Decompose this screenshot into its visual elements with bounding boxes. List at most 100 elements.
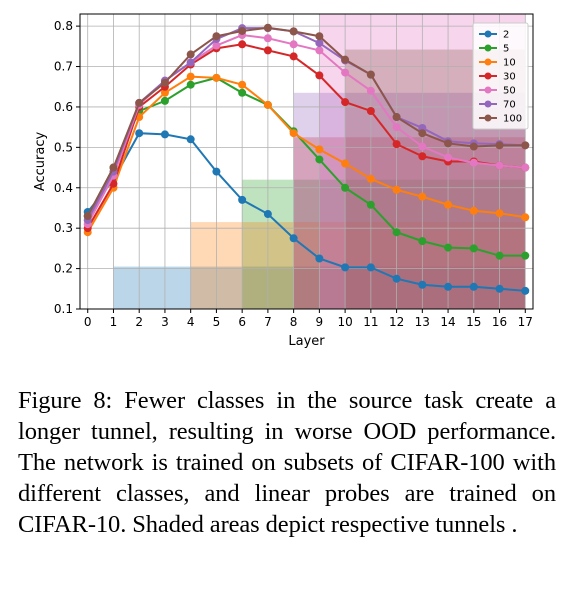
series-10 bbox=[83, 72, 530, 237]
legend: 2 5 10 30 50 70 100 bbox=[472, 22, 529, 130]
data-point-70 bbox=[315, 39, 324, 48]
data-point-10 bbox=[418, 192, 427, 201]
data-point-5 bbox=[418, 237, 427, 246]
y-axis-label: Accuracy bbox=[33, 132, 48, 192]
legend-label-70: 70 bbox=[503, 100, 516, 111]
data-point-30 bbox=[109, 179, 118, 188]
data-point-10 bbox=[341, 159, 350, 168]
series-line-2 bbox=[86, 132, 526, 292]
y-tick-label: 0.3 bbox=[54, 221, 73, 235]
x-tick-label: 5 bbox=[213, 315, 221, 329]
data-point-50 bbox=[366, 86, 375, 95]
plot-area bbox=[80, 14, 533, 310]
legend-label-2: 2 bbox=[503, 30, 509, 41]
data-point-2 bbox=[238, 195, 247, 204]
x-tick-label: 15 bbox=[466, 315, 481, 329]
data-point-70 bbox=[186, 58, 195, 67]
data-point-10 bbox=[289, 129, 298, 138]
data-point-100 bbox=[521, 141, 530, 150]
data-point-5 bbox=[238, 88, 247, 97]
y-tick-label: 0.1 bbox=[54, 302, 73, 316]
y-tick-label: 0.7 bbox=[54, 60, 73, 74]
figure-caption: Figure 8: Fewer classes in the source ta… bbox=[18, 385, 556, 540]
legend-marker-30 bbox=[484, 72, 492, 80]
accuracy-chart: 0 1 2 3 4 5 6 7 8 9 10 11 12 13 14 15 16 170.10.20.30.40.… bbox=[33, 13, 534, 349]
data-point-100 bbox=[495, 141, 504, 150]
data-point-100 bbox=[444, 139, 453, 148]
caption-text: Fewer classes in the source task create … bbox=[18, 387, 556, 538]
y-tick-label: 0.8 bbox=[54, 19, 73, 33]
data-point-100 bbox=[186, 50, 195, 59]
x-tick-label: 3 bbox=[161, 315, 169, 329]
x-axis-label: Layer bbox=[288, 334, 325, 349]
data-point-2 bbox=[263, 210, 272, 219]
data-point-10 bbox=[469, 206, 478, 215]
legend-marker-5 bbox=[484, 44, 492, 52]
data-point-5 bbox=[495, 251, 504, 260]
data-point-2 bbox=[135, 129, 144, 138]
data-point-50 bbox=[212, 41, 221, 50]
legend-marker-100 bbox=[484, 114, 492, 122]
data-point-30 bbox=[418, 152, 427, 161]
data-point-2 bbox=[521, 286, 530, 295]
x-tick-label: 0 bbox=[84, 315, 92, 329]
series-line-70 bbox=[86, 27, 526, 221]
data-point-50 bbox=[444, 153, 453, 162]
data-point-50 bbox=[521, 163, 530, 172]
data-point-2 bbox=[186, 135, 195, 144]
data-point-2 bbox=[418, 280, 427, 289]
data-point-100 bbox=[392, 113, 401, 122]
data-point-100 bbox=[315, 32, 324, 41]
data-point-5 bbox=[341, 183, 350, 192]
data-point-100 bbox=[366, 70, 375, 79]
data-point-10 bbox=[212, 73, 221, 82]
series-line-30 bbox=[86, 43, 526, 229]
data-point-10 bbox=[392, 185, 401, 194]
data-point-2 bbox=[289, 234, 298, 243]
data-point-100 bbox=[341, 55, 350, 64]
data-point-50 bbox=[469, 158, 478, 167]
data-point-2 bbox=[160, 130, 169, 139]
data-point-50 bbox=[341, 68, 350, 77]
caption-label: Figure 8: bbox=[18, 387, 113, 414]
x-tick-label: 7 bbox=[264, 315, 272, 329]
data-point-10 bbox=[495, 209, 504, 218]
data-point-100 bbox=[418, 129, 427, 138]
data-point-50 bbox=[418, 142, 427, 151]
x-tick-label: 14 bbox=[440, 315, 455, 329]
data-point-10 bbox=[160, 88, 169, 97]
data-point-2 bbox=[495, 284, 504, 293]
series-100 bbox=[83, 23, 530, 221]
x-tick-label: 9 bbox=[316, 315, 324, 329]
legend-marker-10 bbox=[484, 58, 492, 66]
legend-marker-2 bbox=[484, 30, 492, 38]
data-point-5 bbox=[469, 244, 478, 253]
data-point-10 bbox=[366, 174, 375, 183]
plot-frame bbox=[79, 13, 534, 310]
x-tick-label: 12 bbox=[389, 315, 404, 329]
data-point-30 bbox=[289, 52, 298, 61]
data-point-100 bbox=[160, 78, 169, 87]
data-point-100 bbox=[469, 142, 478, 151]
data-point-5 bbox=[160, 96, 169, 105]
legend-label-50: 50 bbox=[503, 86, 516, 97]
data-point-5 bbox=[315, 155, 324, 164]
x-tick-label: 6 bbox=[238, 315, 246, 329]
x-tick-label: 4 bbox=[187, 315, 195, 329]
series-line-5 bbox=[86, 76, 526, 257]
data-point-50 bbox=[392, 123, 401, 132]
data-point-30 bbox=[238, 40, 247, 49]
data-point-5 bbox=[366, 200, 375, 209]
data-point-100 bbox=[109, 163, 118, 172]
y-tick-label: 0.2 bbox=[54, 262, 73, 276]
data-point-2 bbox=[212, 167, 221, 176]
y-tick-label: 0.5 bbox=[54, 140, 73, 154]
x-tick-label: 1 bbox=[110, 315, 118, 329]
data-point-5 bbox=[186, 80, 195, 89]
data-point-2 bbox=[366, 263, 375, 272]
data-point-30 bbox=[263, 46, 272, 55]
data-point-30 bbox=[341, 98, 350, 107]
data-point-2 bbox=[469, 282, 478, 291]
data-point-100 bbox=[212, 32, 221, 41]
data-point-2 bbox=[444, 282, 453, 291]
